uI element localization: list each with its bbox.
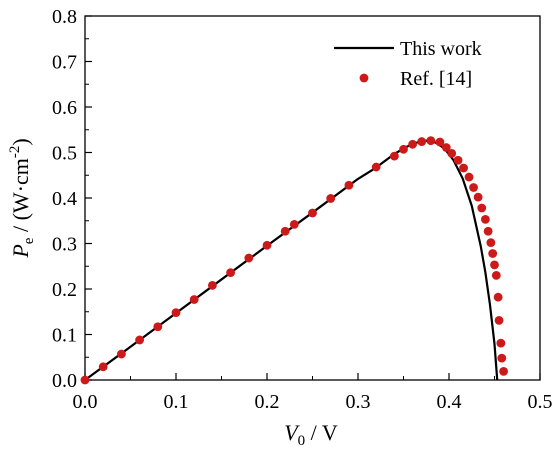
ref-14-point — [464, 172, 474, 182]
ref-14-point — [226, 268, 236, 278]
x-axis-label-rest: / V — [305, 420, 338, 445]
legend-point-swatch — [359, 73, 369, 83]
ref-14-point — [344, 180, 354, 190]
y-tick-label: 0.0 — [52, 370, 77, 392]
x-tick-label: 0.4 — [437, 391, 462, 413]
ref-14-point — [459, 163, 468, 173]
ref-14-point — [135, 335, 145, 345]
y-axis-label-close: ) — [8, 138, 33, 145]
y-tick-label: 0.3 — [52, 234, 77, 256]
ref-14-point — [244, 253, 254, 263]
ref-14-point — [488, 249, 498, 258]
y-tick-label: 0.7 — [52, 52, 77, 74]
ref-14-point — [481, 214, 490, 224]
x-axis-label: V0 / V — [284, 420, 338, 449]
ref-14-point — [490, 260, 499, 270]
ref-14-point — [447, 149, 457, 158]
ref-14-point — [408, 139, 417, 149]
ref-14-point — [280, 226, 290, 236]
ref-14-point — [496, 338, 506, 348]
series-line-this-work — [84, 139, 499, 381]
ref-14-point — [497, 353, 507, 363]
ref-14-point — [426, 136, 436, 146]
ref-14-point — [171, 308, 181, 318]
x-axis: 0.0 0.1 0.2 0.3 0.4 0.5 — [73, 373, 553, 413]
legend-label-this-work: This work — [400, 38, 482, 60]
y-tick-label: 0.2 — [52, 279, 77, 301]
x-axis-label-main: V — [284, 420, 300, 445]
ref-14-point — [390, 151, 399, 161]
ref-14-point — [371, 162, 381, 172]
ref-14-point — [441, 143, 451, 152]
x-tick-label: 0.5 — [528, 391, 553, 413]
y-tick-label: 0.1 — [52, 325, 77, 347]
y-axis-label-rest: / (W·cm — [8, 158, 33, 237]
this-work-line — [84, 139, 499, 381]
ref-14-point — [80, 375, 90, 385]
ref-14-point — [399, 144, 408, 154]
ref-14-point — [308, 208, 317, 218]
legend: This work Ref. [14] — [334, 38, 482, 90]
y-axis-label-sub: e — [21, 237, 37, 244]
x-tick-label: 0.3 — [346, 391, 371, 413]
y-tick-label: 0.5 — [52, 143, 77, 165]
ref-14-point — [189, 295, 199, 304]
ref-14-point — [483, 226, 493, 236]
ref-14-point — [208, 280, 217, 290]
ref-14-point — [494, 315, 504, 325]
y-tick-label: 0.8 — [52, 6, 77, 28]
ref-14-point — [98, 362, 108, 372]
ref-14-point — [262, 240, 272, 250]
y-tick-label: 0.4 — [52, 188, 77, 210]
ref-14-point — [473, 192, 483, 202]
ref-14-point — [153, 322, 163, 332]
x-tick-label: 0.2 — [255, 391, 280, 413]
ref-14-point — [477, 203, 487, 213]
series-points-ref-14 — [80, 136, 508, 385]
ref-14-point — [486, 238, 496, 247]
ref-14-point — [453, 155, 463, 165]
x-tick-label: 0.0 — [73, 391, 98, 413]
legend-label-ref-14: Ref. [14] — [400, 68, 472, 90]
ref-14-point — [117, 349, 126, 359]
ref-14-point — [499, 366, 508, 376]
ref-14-point — [469, 183, 478, 192]
y-axis: 0.0 0.1 0.2 0.3 0.4 0.5 0.6 0.7 0.8 — [52, 6, 92, 392]
ref-14-point — [435, 137, 445, 147]
y-axis-label-main: P — [8, 244, 33, 258]
y-axis-label-sup: -2 — [7, 146, 23, 159]
ref-14-point — [493, 292, 503, 302]
y-tick-label: 0.6 — [52, 97, 77, 119]
ref-14-point — [326, 194, 336, 203]
ref-14-point — [289, 219, 299, 229]
y-axis-label: Pe / (W·cm-2) — [7, 138, 37, 258]
ref-14-point — [491, 270, 501, 280]
ref-14-point — [417, 137, 427, 146]
x-tick-label: 0.1 — [164, 391, 189, 413]
x-axis-label-sub: 0 — [298, 433, 306, 449]
